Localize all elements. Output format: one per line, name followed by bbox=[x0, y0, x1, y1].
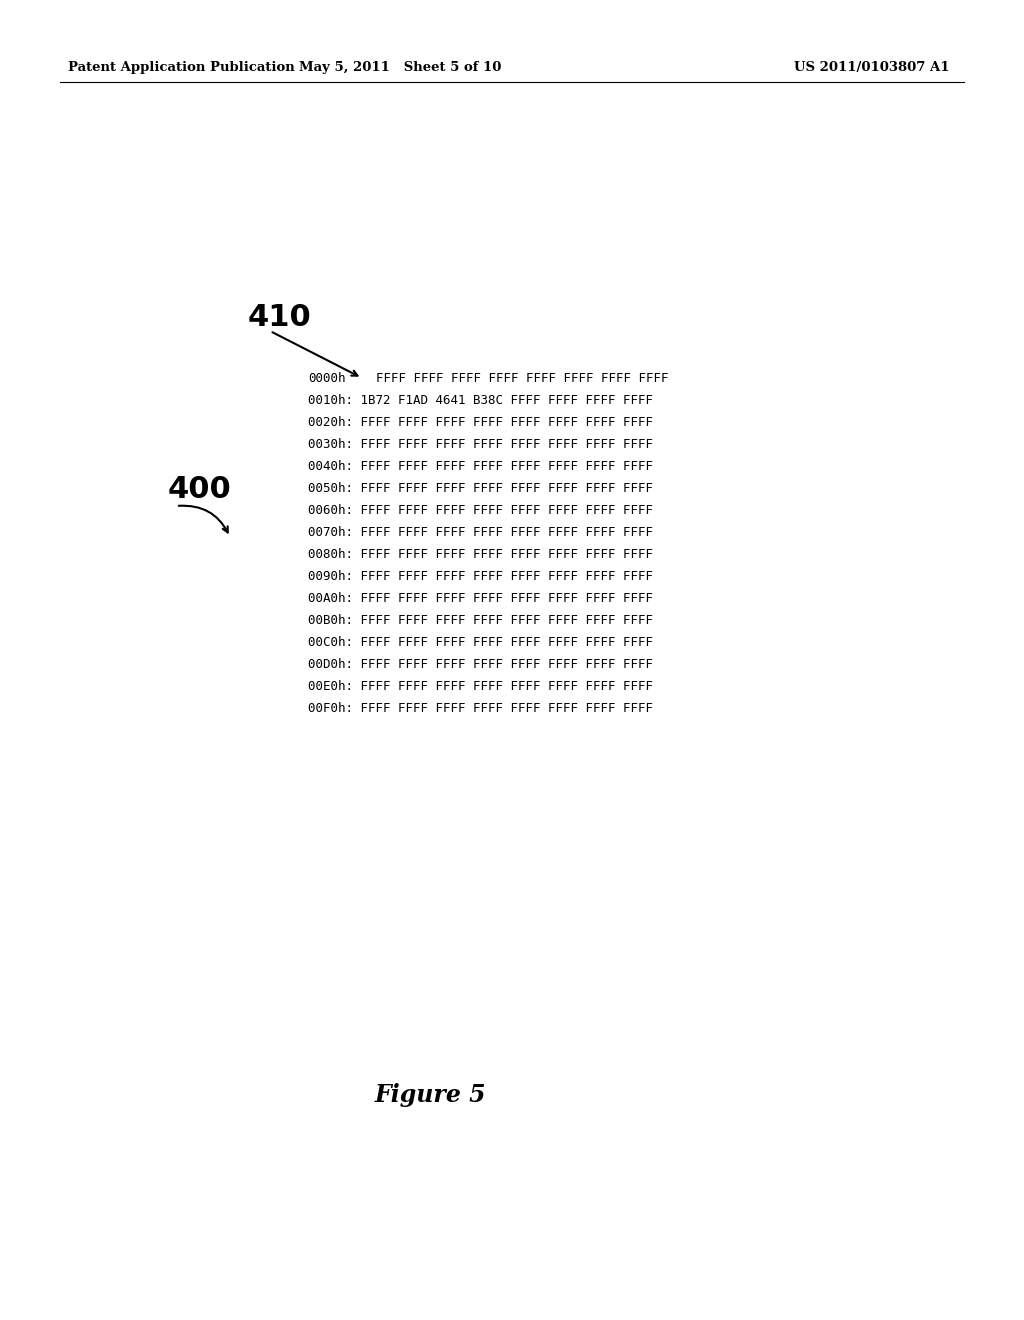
Text: 0010h: 1B72 F1AD 4641 B38C FFFF FFFF FFFF FFFF: 0010h: 1B72 F1AD 4641 B38C FFFF FFFF FFF… bbox=[308, 393, 653, 407]
Text: 400: 400 bbox=[168, 475, 231, 504]
Text: 0020h: FFFF FFFF FFFF FFFF FFFF FFFF FFFF FFFF: 0020h: FFFF FFFF FFFF FFFF FFFF FFFF FFF… bbox=[308, 416, 653, 429]
Text: US 2011/0103807 A1: US 2011/0103807 A1 bbox=[795, 62, 950, 74]
Text: FFFF FFFF FFFF FFFF FFFF FFFF FFFF FFFF: FFFF FFFF FFFF FFFF FFFF FFFF FFFF FFFF bbox=[376, 371, 669, 384]
Text: 00B0h: FFFF FFFF FFFF FFFF FFFF FFFF FFFF FFFF: 00B0h: FFFF FFFF FFFF FFFF FFFF FFFF FFF… bbox=[308, 614, 653, 627]
Text: 00A0h: FFFF FFFF FFFF FFFF FFFF FFFF FFFF FFFF: 00A0h: FFFF FFFF FFFF FFFF FFFF FFFF FFF… bbox=[308, 591, 653, 605]
Text: Patent Application Publication: Patent Application Publication bbox=[68, 62, 295, 74]
Text: 00D0h: FFFF FFFF FFFF FFFF FFFF FFFF FFFF FFFF: 00D0h: FFFF FFFF FFFF FFFF FFFF FFFF FFF… bbox=[308, 657, 653, 671]
Text: 00C0h: FFFF FFFF FFFF FFFF FFFF FFFF FFFF FFFF: 00C0h: FFFF FFFF FFFF FFFF FFFF FFFF FFF… bbox=[308, 635, 653, 648]
Text: 00E0h: FFFF FFFF FFFF FFFF FFFF FFFF FFFF FFFF: 00E0h: FFFF FFFF FFFF FFFF FFFF FFFF FFF… bbox=[308, 680, 653, 693]
Text: 0090h: FFFF FFFF FFFF FFFF FFFF FFFF FFFF FFFF: 0090h: FFFF FFFF FFFF FFFF FFFF FFFF FFF… bbox=[308, 569, 653, 582]
Text: 0080h: FFFF FFFF FFFF FFFF FFFF FFFF FFFF FFFF: 0080h: FFFF FFFF FFFF FFFF FFFF FFFF FFF… bbox=[308, 548, 653, 561]
Text: May 5, 2011   Sheet 5 of 10: May 5, 2011 Sheet 5 of 10 bbox=[299, 62, 501, 74]
Text: Figure 5: Figure 5 bbox=[374, 1082, 485, 1107]
Text: 00F0h: FFFF FFFF FFFF FFFF FFFF FFFF FFFF FFFF: 00F0h: FFFF FFFF FFFF FFFF FFFF FFFF FFF… bbox=[308, 701, 653, 714]
Text: 0060h: FFFF FFFF FFFF FFFF FFFF FFFF FFFF FFFF: 0060h: FFFF FFFF FFFF FFFF FFFF FFFF FFF… bbox=[308, 503, 653, 516]
Text: 0000h: 0000h bbox=[308, 371, 345, 384]
Text: 0050h: FFFF FFFF FFFF FFFF FFFF FFFF FFFF FFFF: 0050h: FFFF FFFF FFFF FFFF FFFF FFFF FFF… bbox=[308, 482, 653, 495]
Text: 0040h: FFFF FFFF FFFF FFFF FFFF FFFF FFFF FFFF: 0040h: FFFF FFFF FFFF FFFF FFFF FFFF FFF… bbox=[308, 459, 653, 473]
Text: 0070h: FFFF FFFF FFFF FFFF FFFF FFFF FFFF FFFF: 0070h: FFFF FFFF FFFF FFFF FFFF FFFF FFF… bbox=[308, 525, 653, 539]
Text: 0030h: FFFF FFFF FFFF FFFF FFFF FFFF FFFF FFFF: 0030h: FFFF FFFF FFFF FFFF FFFF FFFF FFF… bbox=[308, 437, 653, 450]
Text: 410: 410 bbox=[248, 304, 311, 333]
